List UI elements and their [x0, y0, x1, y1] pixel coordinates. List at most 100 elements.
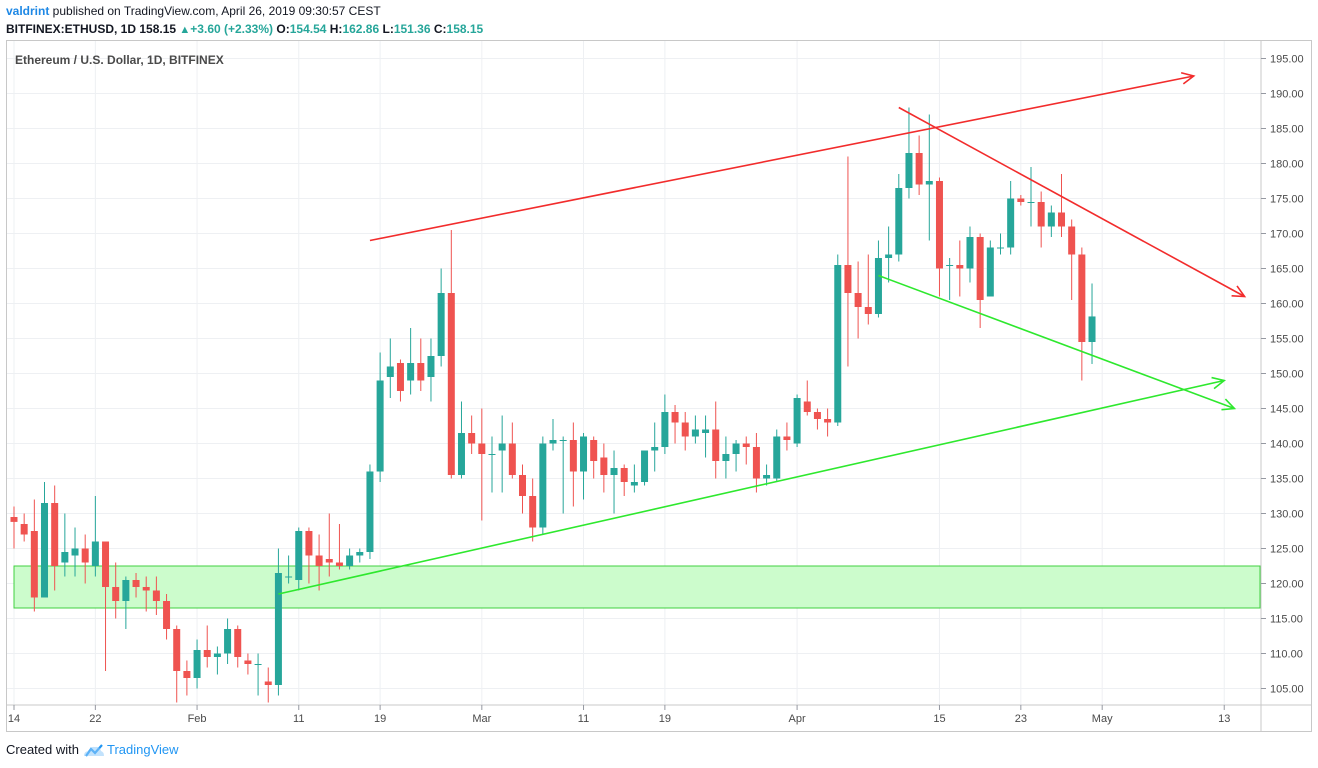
- candle-body[interactable]: [427, 356, 435, 377]
- candle-body[interactable]: [763, 475, 771, 479]
- candle-body[interactable]: [874, 258, 882, 314]
- candle-body[interactable]: [71, 548, 79, 556]
- candle-body[interactable]: [702, 429, 710, 434]
- candle-body[interactable]: [20, 524, 28, 535]
- candle-body[interactable]: [376, 380, 384, 472]
- candle-body[interactable]: [559, 440, 567, 441]
- candle-body[interactable]: [315, 555, 323, 567]
- candle-body[interactable]: [671, 412, 679, 423]
- candle-body[interactable]: [468, 433, 476, 444]
- candle-body[interactable]: [173, 629, 181, 671]
- candle-body[interactable]: [590, 440, 598, 461]
- candle-body[interactable]: [956, 265, 964, 269]
- tradingview-link[interactable]: TradingView: [83, 742, 179, 758]
- candle-body[interactable]: [925, 181, 933, 185]
- candle-body[interactable]: [824, 419, 832, 423]
- red-resistance-line[interactable]: [369, 75, 1194, 242]
- candle-body[interactable]: [793, 398, 801, 444]
- candle-body[interactable]: [712, 429, 720, 462]
- candle-body[interactable]: [681, 422, 689, 437]
- candle-body[interactable]: [132, 580, 140, 587]
- candle-body[interactable]: [1058, 212, 1066, 227]
- red-descending-line[interactable]: [898, 106, 1245, 298]
- green-ascending-support-line[interactable]: [278, 379, 1225, 595]
- candle-body[interactable]: [966, 237, 974, 269]
- candle-body[interactable]: [213, 653, 221, 658]
- candle-body[interactable]: [112, 587, 120, 601]
- candle-body[interactable]: [274, 573, 282, 685]
- candle-body[interactable]: [1037, 202, 1045, 227]
- candle-body[interactable]: [651, 447, 659, 451]
- candle-body[interactable]: [641, 450, 649, 483]
- candle-body[interactable]: [691, 429, 699, 437]
- candle-body[interactable]: [773, 436, 781, 479]
- candle-body[interactable]: [61, 552, 69, 563]
- candle-body[interactable]: [661, 412, 669, 447]
- author-link[interactable]: valdrint: [6, 4, 50, 18]
- green-descending-line[interactable]: [878, 274, 1235, 410]
- candle-body[interactable]: [366, 471, 374, 553]
- candle-body[interactable]: [539, 443, 547, 528]
- candle-body[interactable]: [305, 531, 313, 556]
- candle-body[interactable]: [30, 531, 38, 598]
- candle-body[interactable]: [407, 363, 415, 381]
- candle-body[interactable]: [10, 517, 18, 522]
- candle-body[interactable]: [285, 576, 293, 578]
- candle-body[interactable]: [1068, 226, 1076, 255]
- candle-body[interactable]: [895, 188, 903, 255]
- candle-body[interactable]: [935, 181, 943, 269]
- candle-body[interactable]: [803, 401, 811, 413]
- candle-body[interactable]: [620, 468, 628, 482]
- candle-body[interactable]: [569, 440, 577, 472]
- candle-body[interactable]: [742, 443, 750, 448]
- candle-body[interactable]: [1017, 198, 1025, 203]
- candle-body[interactable]: [630, 482, 638, 486]
- candle-body[interactable]: [396, 363, 404, 391]
- candle-body[interactable]: [254, 664, 262, 665]
- candle-body[interactable]: [905, 153, 913, 188]
- candle-body[interactable]: [183, 671, 191, 678]
- candle-body[interactable]: [437, 293, 445, 356]
- candle-body[interactable]: [1078, 254, 1086, 343]
- candle-body[interactable]: [976, 237, 984, 300]
- candle-body[interactable]: [498, 443, 506, 451]
- candle-body[interactable]: [102, 541, 110, 588]
- candle-body[interactable]: [813, 412, 821, 419]
- candle-body[interactable]: [519, 475, 526, 496]
- candle-body[interactable]: [457, 433, 465, 475]
- candle-body[interactable]: [81, 548, 89, 563]
- candle-body[interactable]: [51, 503, 59, 566]
- candle-body[interactable]: [508, 443, 516, 476]
- candle-body[interactable]: [478, 443, 486, 455]
- candle-body[interactable]: [91, 541, 99, 567]
- candle-body[interactable]: [244, 660, 252, 665]
- candle-body[interactable]: [885, 254, 893, 259]
- candle-body[interactable]: [996, 247, 1004, 249]
- candle-body[interactable]: [142, 587, 150, 591]
- candle-body[interactable]: [417, 363, 425, 381]
- candle-body[interactable]: [335, 562, 343, 567]
- candle-body[interactable]: [264, 681, 272, 686]
- candle-body[interactable]: [732, 443, 740, 455]
- candle-body[interactable]: [1007, 198, 1015, 248]
- candle-body[interactable]: [41, 503, 49, 598]
- candle-body[interactable]: [356, 552, 364, 556]
- candle-body[interactable]: [295, 531, 303, 580]
- candle-body[interactable]: [946, 265, 954, 266]
- candle-body[interactable]: [915, 153, 923, 185]
- candle-body[interactable]: [234, 629, 242, 657]
- candle-body[interactable]: [722, 454, 730, 461]
- candle-body[interactable]: [854, 293, 862, 307]
- candle-body[interactable]: [529, 496, 537, 528]
- candle-body[interactable]: [224, 629, 232, 654]
- candle-body[interactable]: [752, 447, 760, 479]
- support-zone[interactable]: [13, 565, 1261, 609]
- candle-body[interactable]: [152, 590, 160, 602]
- candle-body[interactable]: [580, 436, 588, 472]
- candle-body[interactable]: [1027, 202, 1035, 203]
- candle-body[interactable]: [193, 650, 201, 678]
- candle-body[interactable]: [325, 559, 333, 563]
- candle-body[interactable]: [610, 468, 618, 475]
- candle-body[interactable]: [844, 265, 852, 293]
